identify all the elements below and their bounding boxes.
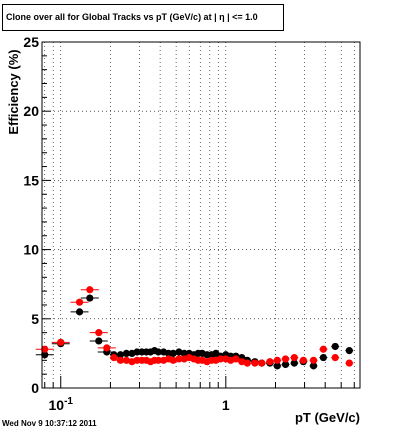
data-point (273, 356, 281, 364)
y-tick-label: 5 (31, 311, 39, 327)
data-point (273, 362, 281, 370)
data-point (232, 355, 240, 363)
data-series (35, 286, 354, 370)
data-point (103, 344, 111, 352)
data-point (331, 342, 339, 351)
data-point (110, 353, 118, 362)
y-tick-label: 0 (31, 380, 39, 396)
data-point (281, 355, 290, 363)
data-point (345, 359, 353, 367)
data-point (57, 338, 65, 346)
data-point (319, 353, 327, 362)
data-point (116, 356, 125, 364)
data-point (281, 360, 290, 369)
series-red (35, 286, 354, 367)
data-point (95, 337, 103, 345)
data-point (309, 356, 318, 364)
y-tick-label: 25 (23, 34, 39, 50)
data-point (290, 353, 298, 362)
timestamp-footer: Wed Nov 9 10:37:12 2011 (2, 419, 97, 428)
data-point (309, 362, 318, 370)
x-tick-label: 1 (222, 397, 230, 413)
data-point (116, 351, 125, 359)
data-point (154, 348, 162, 356)
chart-title: Clone over all for Global Tracks vs pT (… (2, 4, 284, 31)
data-point (217, 355, 225, 363)
y-tick-label: 20 (23, 103, 39, 119)
data-point (122, 349, 131, 357)
data-point (175, 355, 183, 363)
data-point (319, 345, 327, 353)
data-point (290, 359, 298, 367)
data-point (86, 294, 94, 302)
plot-frame (41, 41, 361, 389)
data-point (154, 356, 162, 364)
grid-lines (42, 42, 360, 388)
data-point (95, 329, 103, 337)
data-point (299, 356, 307, 364)
data-point (75, 308, 84, 316)
data-point (41, 351, 49, 359)
x-tick-labels: 10-1 1 (48, 396, 229, 413)
data-point (41, 345, 49, 353)
y-axis-label: Efficiency (%) (6, 49, 21, 134)
axis-ticks (42, 41, 355, 389)
data-point (75, 298, 84, 306)
x-axis-label: pT (GeV/c) (295, 410, 360, 425)
data-point (331, 353, 339, 362)
data-point (251, 359, 259, 367)
x-tick-label: 10-1 (48, 396, 73, 413)
data-point (243, 359, 251, 367)
data-point (258, 359, 266, 367)
data-point (345, 347, 353, 355)
y-tick-label: 10 (23, 242, 39, 258)
y-tick-label: 15 (23, 172, 39, 188)
data-point (266, 358, 274, 366)
data-point (86, 286, 94, 294)
data-point (180, 349, 188, 357)
y-tick-labels: 0 5 10 15 20 25 (23, 34, 39, 396)
